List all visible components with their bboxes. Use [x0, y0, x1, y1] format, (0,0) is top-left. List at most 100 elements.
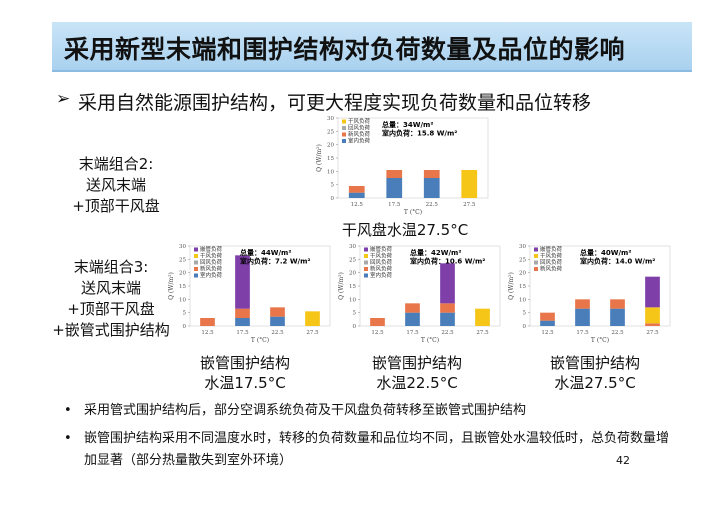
x-axis-label: T (°C) — [404, 209, 422, 216]
y-tick-label: 15 — [327, 156, 334, 162]
bar-segment — [305, 311, 320, 326]
bar-segment — [575, 308, 590, 326]
chart-embedded-17-5-svg: 0 5 10 15 20 25 30 Q (W/m²) 12.5 17.5 22.5 27.5 T (°… — [168, 244, 331, 344]
y-tick-label: 5 — [331, 183, 335, 189]
chart-embedded-22-5: 0 5 10 15 20 25 30 Q (W/m²) 12.5 17.5 22.5 27.5 T (°… — [330, 240, 510, 350]
caption-line: 嵌管围护结构 — [371, 354, 462, 372]
page-number: 42 — [616, 454, 630, 467]
main-bullet-text: 采用自然能源围护结构，可更大程度实现负荷数量和品位转移 — [78, 92, 592, 114]
annotation-text: 总量：42W/m² — [410, 248, 461, 257]
legend-label: 回风负荷 — [370, 258, 393, 266]
legend-label: 回风负荷 — [348, 124, 371, 132]
caption-embedded-27-5: 嵌管围护结构 水温27.5°C — [540, 353, 650, 393]
caption-line: 水温17.5°C — [204, 374, 286, 392]
y-tick-label: 20 — [519, 271, 526, 277]
caption-line: 嵌管围护结构 — [549, 354, 640, 372]
bar-segment — [540, 320, 555, 326]
legend-swatch — [534, 254, 538, 258]
bullet-dot-icon: • — [64, 431, 72, 446]
legend-swatch — [364, 273, 368, 278]
legend-label: 室内负荷 — [370, 271, 393, 279]
bar-segment — [440, 263, 455, 304]
legend-label: 新风负荷 — [540, 265, 563, 273]
legend-swatch — [534, 267, 538, 271]
bar-segment — [200, 318, 215, 326]
legend-label: 室内负荷 — [348, 137, 371, 145]
combo3-line: 末端组合3: — [73, 258, 149, 276]
chart-embedded-27-5-svg: 0 5 10 15 20 25 30 Q (W/m²) 12.5 17.5 22.5 27.5 T (°… — [508, 244, 671, 344]
chart-embedded-22-5-svg: 0 5 10 15 20 25 30 Q (W/m²) 12.5 17.5 22.5 27.5 T (°… — [338, 244, 501, 344]
x-tick-label: 22.5 — [611, 330, 624, 336]
bar-segment — [440, 312, 455, 326]
y-axis-label: Q (W/m²) — [508, 272, 515, 300]
bar-segment — [645, 276, 660, 308]
bar-segment — [405, 312, 420, 326]
combo2-label: 末端组合2: 送风末端 +顶部干风盘 — [56, 154, 176, 217]
legend-swatch — [364, 254, 368, 258]
bar-segment — [348, 192, 365, 198]
annotation-text: 室内负荷：15.8 W/m² — [382, 129, 457, 138]
annotation-text: 室内负荷：10.6 W/m² — [410, 257, 485, 266]
x-tick-label: 27.5 — [476, 330, 489, 336]
legend-swatch — [194, 273, 198, 278]
legend-label: 干风负荷 — [540, 252, 563, 260]
legend-label: 嵌管负荷 — [540, 245, 563, 253]
y-tick-label: 5 — [353, 311, 357, 317]
legend-label: 嵌管负荷 — [200, 245, 223, 253]
legend-label: 嵌管负荷 — [370, 245, 393, 253]
y-tick-label: 30 — [327, 116, 334, 122]
legend-swatch — [194, 254, 198, 258]
y-tick-label: 20 — [349, 271, 356, 277]
chart-embedded-27-5: 0 5 10 15 20 25 30 Q (W/m²) 12.5 17.5 22.5 27.5 T (°… — [500, 240, 680, 350]
bar-segment — [270, 307, 285, 317]
x-tick-label: 12.5 — [541, 330, 554, 336]
x-axis-label: T (°C) — [591, 337, 609, 344]
bar-segment — [423, 170, 440, 178]
bottom-bullet-text: 采用管式围护结构后，部分空调系统负荷及干风盘负荷转移至嵌管式围护结构 — [84, 403, 527, 418]
legend-swatch — [342, 119, 346, 124]
legend-swatch — [364, 260, 368, 265]
bar-segment — [235, 255, 250, 309]
x-tick-label: 12.5 — [351, 202, 364, 208]
annotation-text: 室内负荷：14.0 W/m² — [580, 257, 655, 266]
y-tick-label: 25 — [349, 257, 356, 263]
x-axis-label: T (°C) — [421, 337, 439, 344]
y-tick-label: 5 — [183, 311, 187, 317]
x-tick-label: 12.5 — [371, 330, 384, 336]
bar-segment — [235, 318, 250, 326]
y-tick-label: 10 — [349, 297, 356, 303]
y-tick-label: 15 — [179, 284, 186, 290]
y-tick-label: 10 — [327, 169, 334, 175]
legend-label: 室内负荷 — [200, 271, 223, 279]
bottom-bullets: • 采用管式围护结构后，部分空调系统负荷及干风盘负荷转移至嵌管式围护结构 • 嵌… — [64, 400, 674, 478]
x-tick-label: 22.5 — [441, 330, 454, 336]
y-tick-label: 30 — [519, 244, 526, 250]
caption-line: 水温27.5°C — [554, 374, 636, 392]
y-axis-label: Q (W/m²) — [338, 272, 345, 300]
legend-swatch — [342, 126, 346, 130]
y-tick-label: 30 — [179, 244, 186, 250]
combo3-label: 末端组合3: 送风末端 +顶部干风盘 +嵌管式围护结构 — [46, 257, 176, 341]
bar-segment — [610, 299, 625, 309]
legend-swatch — [534, 260, 538, 265]
annotation-text: 室内负荷：7.2 W/m² — [240, 257, 310, 266]
slide-title: 采用新型末端和围护结构对负荷数量及品位的影响 — [64, 35, 626, 64]
annotation-text: 总量：40W/m² — [580, 248, 631, 257]
bar-segment — [610, 308, 625, 326]
y-axis-label: Q (W/m²) — [316, 144, 323, 172]
bar-segment — [645, 307, 660, 324]
y-tick-label: 15 — [519, 284, 526, 290]
x-tick-label: 27.5 — [463, 202, 476, 208]
y-tick-label: 25 — [519, 257, 526, 263]
legend-label: 回风负荷 — [540, 258, 563, 266]
y-tick-label: 15 — [349, 284, 356, 290]
y-tick-label: 0 — [353, 324, 357, 330]
annotation-text: 总量：44W/m² — [240, 248, 291, 257]
bar-segment — [645, 323, 660, 326]
chart-embedded-17-5: 0 5 10 15 20 25 30 Q (W/m²) 12.5 17.5 22.5 27.5 T (°… — [160, 240, 340, 350]
y-tick-label: 25 — [327, 129, 334, 135]
x-tick-label: 22.5 — [426, 202, 439, 208]
legend-label: 干风负荷 — [200, 252, 223, 260]
bullet-dot-icon: • — [64, 403, 72, 418]
legend-swatch — [342, 132, 346, 137]
